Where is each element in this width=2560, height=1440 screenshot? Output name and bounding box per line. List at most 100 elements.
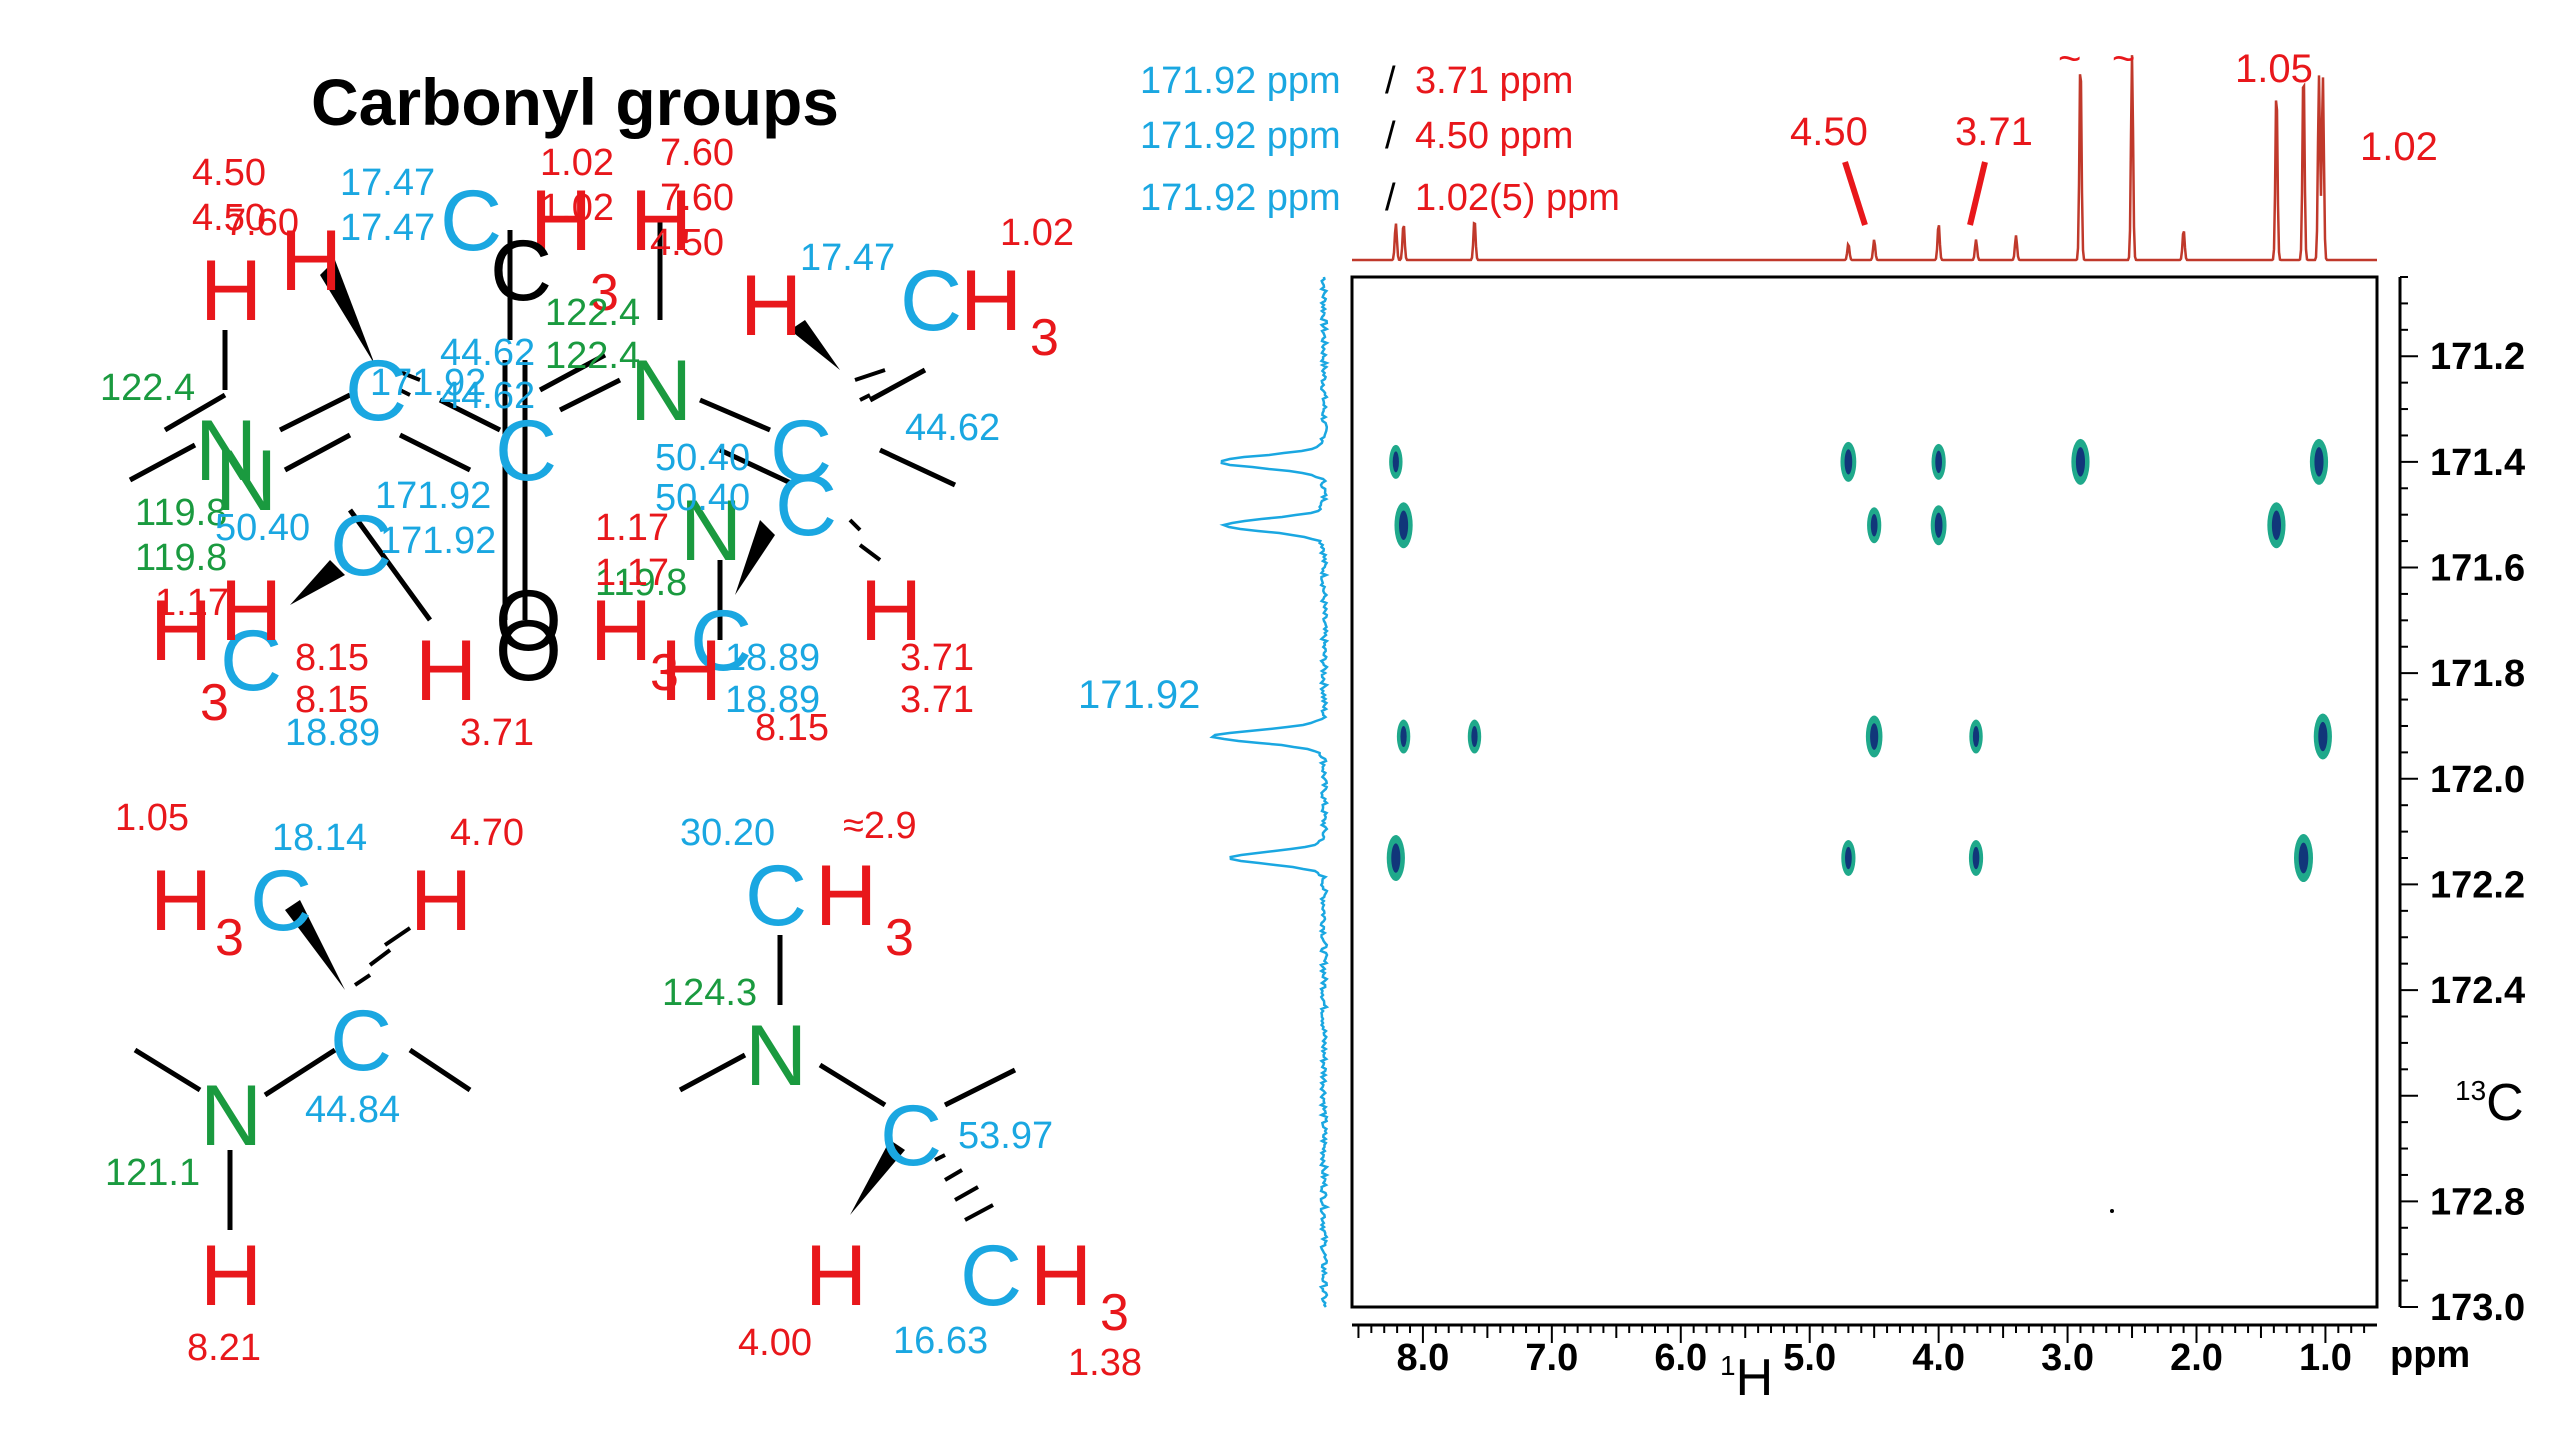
subscript-3: 3 xyxy=(1030,309,1059,367)
atom-h: H xyxy=(1030,1228,1092,1324)
shift-label: 121.1 xyxy=(105,1152,200,1194)
cross-peak-core xyxy=(2318,721,2328,752)
shift-label: ≈2.9 xyxy=(843,805,917,847)
atom-n: N xyxy=(630,343,692,439)
atom-h: H xyxy=(660,623,722,719)
atom-h: H xyxy=(150,853,212,949)
shift-label: 1.17 xyxy=(595,507,669,549)
shift-label: 8.15 xyxy=(295,637,369,679)
y-axis: 171.2 171.4 171.6 171.8 172.0 172.2 172.4 172.8… xyxy=(2398,276,2525,1329)
shift-label: 1.02 xyxy=(1000,212,1074,254)
cross-peak-core xyxy=(2075,447,2086,477)
legend-c13: 171.92 ppm xyxy=(1140,60,1341,102)
tilde-mark: ~ xyxy=(2112,37,2135,81)
cross-peak-core xyxy=(1972,846,1980,870)
legend-sep: / xyxy=(1385,60,1396,102)
subscript-3: 3 xyxy=(885,909,914,967)
y-tick-label: 172.0 xyxy=(2430,759,2525,801)
subscript-3: 3 xyxy=(215,909,244,967)
cross-peak-core xyxy=(1471,726,1478,748)
shift-label: 3.71 xyxy=(900,679,974,721)
shift-label: 1.38 xyxy=(1068,1342,1142,1384)
cross-peak-core xyxy=(1844,449,1853,475)
x-tick-label: 8.0 xyxy=(1396,1337,1449,1379)
cross-peak-core xyxy=(1972,726,1980,748)
y-tick-label: 171.2 xyxy=(2430,336,2525,378)
shift-label: 171.92 xyxy=(375,475,491,517)
atom-h: H xyxy=(630,173,692,269)
legend-sep: / xyxy=(1385,115,1396,157)
shift-label: 119.8 xyxy=(595,562,687,604)
shift-label: 18.89 xyxy=(725,637,820,679)
x-tick-label: 7.0 xyxy=(1525,1337,1578,1379)
shift-label: 8.15 xyxy=(295,679,369,721)
shift-label: 44.84 xyxy=(305,1089,400,1131)
shift-label: 4.70 xyxy=(450,812,524,854)
legend-h1: 1.02(5) ppm xyxy=(1415,177,1620,219)
atom-c: C xyxy=(775,458,837,554)
legend-sep: / xyxy=(1385,177,1396,219)
atom-c: C xyxy=(330,993,392,1089)
shift-label: 8.15 xyxy=(755,707,829,749)
top-molecule: H H C C N N C H C C O O N H H C C C H N … xyxy=(100,132,1074,754)
atom-c: C xyxy=(960,1228,1022,1324)
atom-h: H xyxy=(960,253,1022,349)
atom-c: C xyxy=(880,1088,942,1184)
shift-label: 3.71 xyxy=(460,712,534,754)
atom-n: N xyxy=(215,433,277,529)
y-axis-label: 13C xyxy=(2455,1074,2524,1132)
atom-o: O xyxy=(495,603,562,699)
atom-n: N xyxy=(200,1068,262,1164)
legend-h1: 4.50 ppm xyxy=(1415,115,1573,157)
shift-label: 119.8 xyxy=(135,537,227,579)
h1-label: 1.02 xyxy=(2360,125,2438,169)
x-tick-label: 1.0 xyxy=(2299,1337,2352,1379)
subscript-3: 3 xyxy=(590,264,619,322)
legend-h1: 3.71 ppm xyxy=(1415,60,1573,102)
shift-label: 122.4 xyxy=(545,292,640,334)
shift-label: 30.20 xyxy=(680,812,775,854)
h1-label: 3.71 xyxy=(1955,110,2033,154)
shift-label: 1.17 xyxy=(595,552,669,594)
x-axis-unit: ppm xyxy=(2390,1334,2470,1376)
y-tick-label: 171.8 xyxy=(2430,653,2525,695)
cross-peak-core xyxy=(1935,450,1942,474)
shift-label: 4.50 xyxy=(192,197,266,239)
shift-label: 4.50 xyxy=(650,222,724,264)
subscript-3: 3 xyxy=(200,674,229,732)
subscript-3: 3 xyxy=(1100,1284,1129,1342)
c13-projection-trace xyxy=(1209,276,1331,1308)
shift-label: 171.92 xyxy=(380,520,496,562)
h1-peak-labels: 4.50 3.71 1.05 1.02 ~ ~ xyxy=(1790,37,2438,169)
shift-label: 3.71 xyxy=(900,637,974,679)
legend-c13: 171.92 ppm xyxy=(1140,177,1341,219)
atom-n: N xyxy=(745,1008,807,1104)
cross-peak-core xyxy=(1392,451,1399,473)
atom-n: N xyxy=(680,483,742,579)
shift-label: 8.21 xyxy=(187,1327,261,1369)
x-tick-label: 6.0 xyxy=(1654,1337,1707,1379)
shift-label: 1.05 xyxy=(115,797,189,839)
shift-label: 50.40 xyxy=(215,507,310,549)
atom-o: O xyxy=(495,573,562,669)
shift-label: 119.8 xyxy=(135,492,227,534)
shift-label: 124.3 xyxy=(662,972,757,1014)
shift-label: 44.62 xyxy=(440,375,535,417)
atom-n: N xyxy=(195,403,257,499)
shift-label: 53.97 xyxy=(958,1115,1053,1157)
y-tick-label: 172.2 xyxy=(2430,864,2525,906)
atom-c: C xyxy=(440,173,502,269)
atom-c: C xyxy=(345,343,407,439)
shift-label: 122.4 xyxy=(545,335,640,377)
atom-h: H xyxy=(150,583,212,679)
cross-peak-core xyxy=(1845,846,1852,870)
cross-peak-core xyxy=(1870,514,1878,537)
shift-label: 50.40 xyxy=(655,437,750,479)
shift-label: 4.50 xyxy=(192,152,266,194)
shift-label: 18.89 xyxy=(725,679,820,721)
x-tick-label: 4.0 xyxy=(1912,1337,1965,1379)
h1-projection-trace xyxy=(1352,55,2377,262)
cross-peak-core xyxy=(2298,842,2309,874)
shift-label: 7.60 xyxy=(225,202,299,244)
cross-peak-core xyxy=(2271,510,2281,540)
